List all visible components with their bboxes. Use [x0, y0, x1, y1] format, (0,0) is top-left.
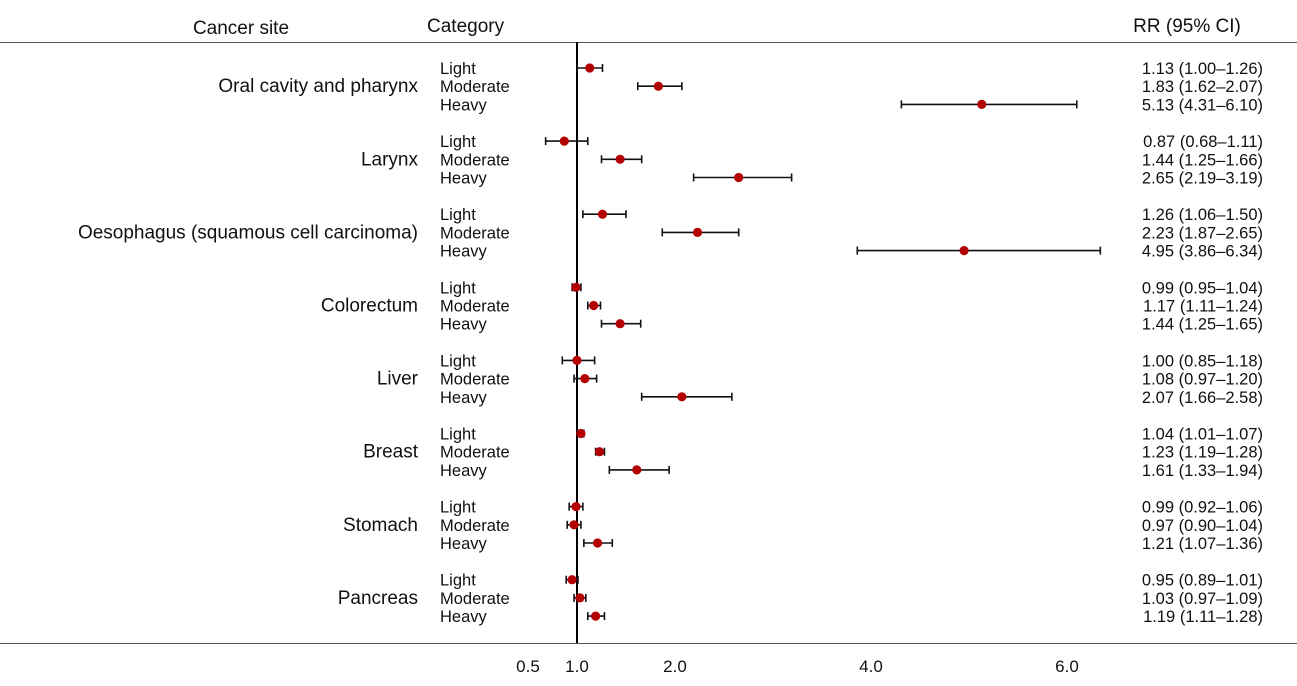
rr-ci-label: 1.44 (1.25–1.65): [1142, 316, 1263, 334]
category-label: Heavy: [440, 389, 488, 407]
rr-point: [567, 575, 577, 585]
rr-point: [572, 355, 582, 365]
rr-point: [653, 81, 663, 91]
rr-ci-label: 4.95 (3.86–6.34): [1142, 243, 1263, 261]
category-label: Moderate: [440, 444, 510, 462]
rr-ci-label: 0.97 (0.90–1.04): [1142, 517, 1263, 535]
rr-point: [589, 300, 599, 311]
category-label: Heavy: [440, 316, 488, 334]
rr-ci-label: 1.08 (0.97–1.20): [1142, 371, 1263, 389]
rr-ci-label: 1.26 (1.06–1.50): [1142, 206, 1263, 224]
rr-point: [594, 447, 605, 457]
category-label: Light: [440, 572, 476, 590]
rr-point: [677, 392, 687, 402]
category-label: Light: [440, 352, 476, 370]
forest-points: [544, 63, 1102, 621]
category-label: Moderate: [440, 371, 510, 389]
rr-ci-label: 1.44 (1.25–1.66): [1142, 151, 1263, 169]
rr-point: [977, 99, 987, 109]
category-label: Moderate: [440, 151, 510, 169]
rr-ci-label: 1.21 (1.07–1.36): [1142, 535, 1263, 553]
rr-ci-label: 0.87 (0.68–1.11): [1143, 133, 1263, 151]
header-cancer-site: Cancer site: [193, 18, 289, 39]
rr-ci-label: 1.00 (0.85–1.18): [1142, 352, 1263, 370]
category-label: Light: [440, 206, 476, 224]
category-label: Light: [440, 426, 476, 444]
rr-point: [959, 246, 969, 256]
rr-point: [559, 136, 569, 146]
site-label: Pancreas: [338, 588, 418, 609]
site-label: Oral cavity and pharynx: [218, 76, 418, 97]
header-rr-ci: RR (95% CI): [1133, 16, 1241, 37]
site-label: Larynx: [361, 149, 419, 170]
category-label: Heavy: [440, 170, 488, 188]
category-label: Moderate: [440, 590, 510, 608]
forest-rows: Oral cavity and pharynx Light 1.13 (1.00–1…: [78, 60, 1263, 626]
rr-point: [575, 593, 585, 603]
category-label: Light: [440, 133, 476, 151]
rr-point: [576, 428, 586, 439]
x-tick-label: 1.0: [565, 657, 589, 676]
category-label: Moderate: [440, 298, 510, 316]
category-label: Heavy: [440, 535, 488, 553]
category-label: Light: [440, 60, 476, 78]
rr-point: [585, 63, 595, 73]
rr-ci-label: 2.65 (2.19–3.19): [1142, 170, 1263, 188]
category-label: Heavy: [440, 608, 488, 626]
rr-ci-label: 0.99 (0.95–1.04): [1142, 279, 1263, 297]
category-label: Heavy: [440, 462, 488, 480]
x-tick-label: 2.0: [663, 657, 687, 676]
rr-point: [591, 611, 601, 621]
rr-point: [592, 538, 603, 548]
site-label: Breast: [363, 442, 419, 463]
category-label: Moderate: [440, 78, 510, 96]
rr-point: [615, 154, 625, 164]
category-label: Light: [440, 279, 476, 297]
rr-point: [615, 319, 625, 329]
category-label: Heavy: [440, 243, 488, 261]
site-label: Liver: [377, 369, 419, 390]
rr-ci-label: 2.23 (1.87–2.65): [1142, 224, 1263, 242]
rr-ci-label: 2.07 (1.66–2.58): [1142, 389, 1263, 407]
rr-ci-label: 0.95 (0.89–1.01): [1142, 572, 1263, 590]
site-label: Oesophagus (squamous cell carcinoma): [78, 222, 418, 243]
rr-ci-label: 1.61 (1.33–1.94): [1142, 462, 1263, 480]
rr-ci-label: 1.17 (1.11–1.24): [1143, 298, 1263, 316]
x-tick-label: 0.5: [516, 657, 540, 676]
rr-ci-label: 1.13 (1.00–1.26): [1142, 60, 1263, 78]
rr-ci-label: 1.19 (1.11–1.28): [1143, 608, 1263, 626]
rr-point: [734, 172, 744, 183]
rr-point: [632, 465, 642, 475]
header-category: Category: [427, 16, 505, 37]
rr-ci-label: 1.03 (0.97–1.09): [1142, 590, 1263, 608]
rr-point: [571, 282, 581, 292]
x-tick-label: 4.0: [859, 657, 883, 676]
x-tick-label: 6.0: [1055, 657, 1079, 676]
rr-ci-label: 0.99 (0.92–1.06): [1142, 499, 1263, 517]
rr-ci-label: 1.04 (1.01–1.07): [1142, 426, 1263, 444]
category-label: Moderate: [440, 517, 510, 535]
rr-ci-label: 1.23 (1.19–1.28): [1142, 444, 1263, 462]
rr-point: [597, 209, 608, 219]
category-label: Light: [440, 499, 476, 517]
rr-point: [569, 520, 579, 530]
rr-point: [580, 374, 590, 384]
rr-ci-label: 5.13 (4.31–6.10): [1142, 96, 1263, 114]
site-label: Colorectum: [321, 296, 418, 317]
site-label: Stomach: [343, 515, 418, 536]
rr-ci-label: 1.83 (1.62–2.07): [1142, 78, 1263, 96]
category-label: Heavy: [440, 96, 488, 114]
category-label: Moderate: [440, 224, 510, 242]
x-axis-ticks: 0.5 1.0 2.0 4.0 6.0: [516, 657, 1079, 676]
rr-point: [571, 502, 581, 512]
rr-point: [692, 227, 703, 237]
